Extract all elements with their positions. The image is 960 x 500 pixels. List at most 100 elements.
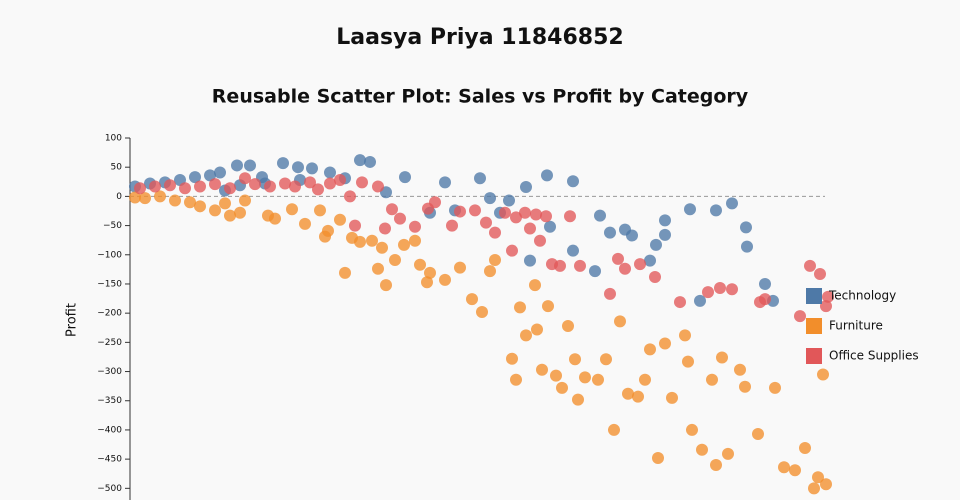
- scatter-point: [726, 197, 738, 210]
- y-tick-label: −300: [97, 367, 122, 377]
- scatter-point: [380, 279, 392, 292]
- scatter-point: [639, 373, 651, 386]
- scatter-point: [339, 266, 351, 279]
- scatter-point: [424, 266, 436, 279]
- scatter-point: [344, 190, 356, 203]
- scatter-point: [514, 301, 526, 314]
- scatter-point: [589, 265, 601, 278]
- scatter-point: [556, 381, 568, 394]
- scatter-point: [716, 351, 728, 364]
- y-tick-label: 0: [116, 192, 122, 202]
- scatter-point: [249, 178, 261, 191]
- scatter-point: [808, 482, 820, 495]
- legend-swatch: [806, 318, 822, 334]
- scatter-point: [574, 259, 586, 272]
- scatter-point: [541, 169, 553, 182]
- scatter-point: [209, 204, 221, 217]
- scatter-point: [579, 371, 591, 384]
- scatter-point: [322, 224, 334, 237]
- scatter-point: [659, 337, 671, 350]
- scatter-point: [612, 252, 624, 265]
- scatter-point: [567, 175, 579, 188]
- scatter-point: [480, 216, 492, 229]
- scatter-point: [734, 363, 746, 376]
- scatter-point: [550, 369, 562, 382]
- chart-title: Laasya Priya 11846852: [336, 25, 623, 50]
- scatter-point: [562, 320, 574, 333]
- scatter-point: [726, 283, 738, 296]
- scatter-point: [264, 180, 276, 193]
- scatter-point: [184, 196, 196, 209]
- scatter-point: [542, 300, 554, 313]
- scatter-point: [814, 268, 826, 281]
- scatter-point: [608, 423, 620, 436]
- scatter-point: [794, 310, 806, 323]
- scatter-point: [684, 203, 696, 216]
- scatter-point: [289, 180, 301, 193]
- scatter-point: [474, 172, 486, 185]
- scatter-point: [812, 471, 824, 484]
- y-tick-label: 50: [111, 163, 123, 173]
- y-tick-label: −100: [97, 250, 122, 260]
- legend-label: Furniture: [829, 319, 883, 333]
- scatter-point: [349, 219, 361, 232]
- scatter-point: [817, 368, 829, 381]
- scatter-point: [739, 380, 751, 393]
- scatter-point: [439, 273, 451, 286]
- scatter-point: [600, 353, 612, 366]
- scatter-point: [314, 204, 326, 217]
- scatter-point: [503, 194, 515, 207]
- scatter-point: [524, 222, 536, 235]
- scatter-point: [659, 228, 671, 241]
- y-tick-label: 100: [105, 134, 122, 144]
- scatter-point: [234, 206, 246, 219]
- scatter-point: [759, 293, 771, 306]
- scatter-point: [179, 182, 191, 195]
- scatter-point: [622, 387, 634, 400]
- scatter-point: [277, 157, 289, 170]
- scatter-point: [324, 177, 336, 190]
- scatter-point: [759, 277, 771, 290]
- scatter-point: [534, 234, 546, 247]
- scatter-point: [710, 204, 722, 217]
- scatter-point: [409, 234, 421, 247]
- scatter-point: [231, 159, 243, 172]
- scatter-point: [292, 161, 304, 174]
- scatter-point: [439, 176, 451, 189]
- scatter-point: [324, 166, 336, 179]
- scatter-point: [386, 203, 398, 216]
- scatter-point: [279, 177, 291, 190]
- scatter-point: [376, 241, 388, 254]
- scatter-point: [399, 171, 411, 184]
- scatter-point: [706, 373, 718, 386]
- scatter-point: [659, 214, 671, 227]
- scatter-point: [209, 178, 221, 191]
- scatter-point: [356, 176, 368, 189]
- scatter-point: [219, 197, 231, 210]
- scatter-point: [820, 478, 832, 491]
- scatter-point: [469, 204, 481, 217]
- scatter-point: [524, 254, 536, 267]
- legend-label: Office Supplies: [829, 349, 919, 363]
- scatter-point: [466, 293, 478, 306]
- scatter-point: [379, 222, 391, 235]
- scatter-point: [489, 254, 501, 267]
- scatter-point: [204, 169, 216, 182]
- scatter-point: [644, 254, 656, 267]
- scatter-point: [429, 196, 441, 209]
- scatter-point: [531, 323, 543, 336]
- legend-swatch: [806, 348, 822, 364]
- scatter-point: [572, 393, 584, 406]
- y-tick-label: −500: [97, 484, 122, 494]
- scatter-point: [269, 212, 281, 225]
- scatter-point: [520, 181, 532, 194]
- scatter-point: [614, 315, 626, 328]
- scatter-point: [569, 353, 581, 366]
- scatter-point: [499, 206, 511, 219]
- scatter-point: [722, 447, 734, 460]
- y-tick-label: −450: [97, 455, 122, 465]
- scatter-point: [789, 464, 801, 477]
- scatter-point: [454, 261, 466, 274]
- scatter-point: [778, 461, 790, 474]
- scatter-point: [169, 194, 181, 207]
